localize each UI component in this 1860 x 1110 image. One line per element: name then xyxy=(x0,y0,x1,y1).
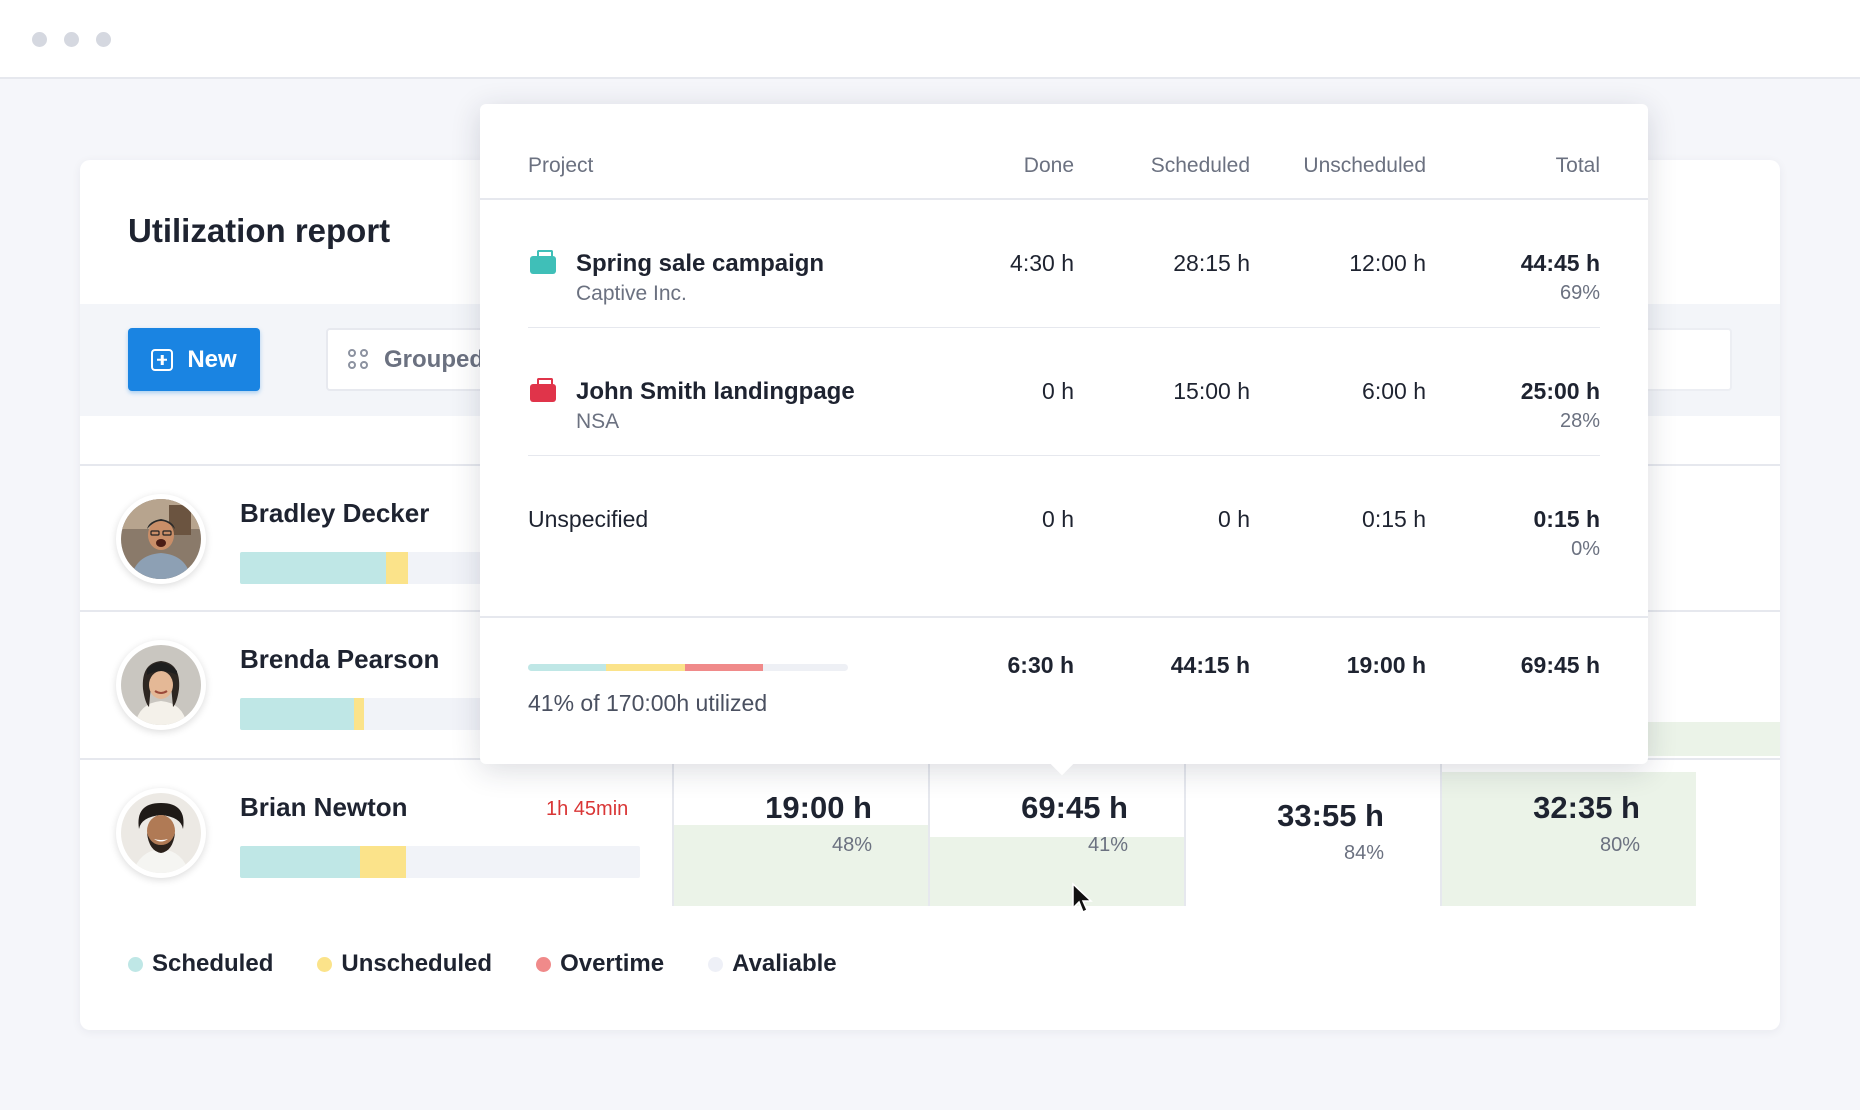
row-divider xyxy=(528,455,1600,456)
popover-utilization-bar xyxy=(528,664,848,671)
cell-hours: 69:45 h xyxy=(1021,790,1128,825)
period-cell[interactable]: 19:00 h 48% xyxy=(672,760,928,906)
utilization-fill xyxy=(674,825,928,906)
cell-hours: 19:00 h xyxy=(765,790,872,825)
column-header-total: Total xyxy=(1555,154,1600,177)
project-unscheduled: 12:00 h xyxy=(1349,250,1426,276)
legend-label: Overtime xyxy=(560,950,665,977)
project-client: Captive Inc. xyxy=(576,282,687,305)
legend-dot xyxy=(317,956,333,972)
project-done: 4:30 h xyxy=(1010,250,1074,276)
project-breakdown-popover: Project Done Scheduled Unscheduled Total… xyxy=(480,104,1648,764)
total-unscheduled: 19:00 h xyxy=(1346,652,1426,678)
legend-dot xyxy=(128,956,143,972)
project-name: John Smith landingpage xyxy=(576,378,855,405)
project-done: 0 h xyxy=(1042,506,1074,532)
column-header-done: Done xyxy=(1023,154,1074,177)
legend-item-available: Avaliable xyxy=(708,950,837,978)
cell-percent: 48% xyxy=(831,834,872,856)
legend-dot xyxy=(708,956,724,972)
utilization-fill xyxy=(930,837,1184,906)
period-cell[interactable]: 69:45 h 41% xyxy=(928,760,1184,906)
person-row[interactable]: Brian Newton 1h 45min 19:00 h 48% 69:45 … xyxy=(80,760,1780,906)
project-total: 25:00 h xyxy=(1520,378,1600,404)
overtime-label: 1h 45min xyxy=(546,798,629,820)
project-name: Spring sale campaign xyxy=(576,250,825,277)
page-title: Utilization report xyxy=(128,212,391,249)
group-icon xyxy=(348,348,370,371)
project-scheduled: 28:15 h xyxy=(1173,250,1250,276)
grouped-button-label: Grouped xyxy=(384,345,484,373)
person-name: Bradley Decker xyxy=(240,498,430,528)
cell-hours: 32:35 h xyxy=(1533,790,1640,825)
new-button[interactable]: New xyxy=(128,328,260,391)
legend-item-scheduled: Scheduled xyxy=(128,950,273,978)
project-total: 0:15 h xyxy=(1533,506,1600,532)
project-unscheduled: 0:15 h xyxy=(1362,506,1426,532)
totals-divider xyxy=(480,616,1648,618)
briefcase-icon xyxy=(530,378,556,402)
person-row[interactable]: Brenda Pearson xyxy=(80,612,1780,758)
person-name: Brian Newton xyxy=(240,792,408,822)
column-header-project: Project xyxy=(528,154,594,177)
legend-label: Unscheduled xyxy=(341,950,493,977)
legend-label: Avaliable xyxy=(732,950,837,977)
project-name: Unspecified xyxy=(528,506,649,532)
project-scheduled: 15:00 h xyxy=(1173,378,1250,404)
period-cell[interactable]: 32:35 h 80% xyxy=(1440,760,1696,906)
briefcase-icon xyxy=(530,250,556,274)
legend: Scheduled Unscheduled Overtime Avaliable xyxy=(128,950,837,978)
person-name: Brenda Pearson xyxy=(240,644,440,674)
cell-percent: 84% xyxy=(1343,842,1384,864)
cell-percent: 80% xyxy=(1599,834,1640,856)
window-titlebar xyxy=(0,0,1860,79)
project-client: NSA xyxy=(576,410,620,433)
legend-label: Scheduled xyxy=(152,950,274,977)
legend-item-unscheduled: Unscheduled xyxy=(317,950,492,978)
header-divider xyxy=(480,198,1648,200)
project-done: 0 h xyxy=(1042,378,1074,404)
row-divider xyxy=(528,327,1600,328)
utilization-bar xyxy=(240,846,640,878)
total-done: 6:30 h xyxy=(1007,652,1074,678)
utilization-summary: 41% of 170:00h utilized xyxy=(528,690,768,716)
mouse-cursor-icon xyxy=(1072,882,1093,914)
legend-dot xyxy=(536,956,552,972)
window-close-dot[interactable] xyxy=(32,32,47,47)
project-unscheduled: 6:00 h xyxy=(1362,378,1426,404)
window-minimize-dot[interactable] xyxy=(64,32,79,47)
column-header-scheduled: Scheduled xyxy=(1150,154,1250,177)
grouped-button[interactable]: Grouped xyxy=(326,328,506,391)
plus-square-icon xyxy=(151,348,174,371)
avatar xyxy=(116,788,206,878)
project-percent: 0% xyxy=(1571,538,1600,560)
project-scheduled: 0 h xyxy=(1218,506,1250,532)
period-cell[interactable]: 33:55 h 84% xyxy=(1184,760,1440,906)
project-percent: 69% xyxy=(1559,282,1600,304)
column-header-unscheduled: Unscheduled xyxy=(1303,154,1426,177)
window-maximize-dot[interactable] xyxy=(96,32,111,47)
total-total: 69:45 h xyxy=(1520,652,1600,678)
cell-hours: 33:55 h xyxy=(1277,798,1384,833)
project-total: 44:45 h xyxy=(1520,250,1600,276)
legend-item-overtime: Overtime xyxy=(536,950,664,978)
avatar xyxy=(116,640,206,730)
project-percent: 28% xyxy=(1559,410,1600,432)
utilization-fill xyxy=(1442,772,1696,906)
total-scheduled: 44:15 h xyxy=(1170,652,1250,678)
new-button-label: New xyxy=(187,345,237,373)
avatar xyxy=(116,494,206,584)
cell-percent: 41% xyxy=(1087,834,1128,856)
